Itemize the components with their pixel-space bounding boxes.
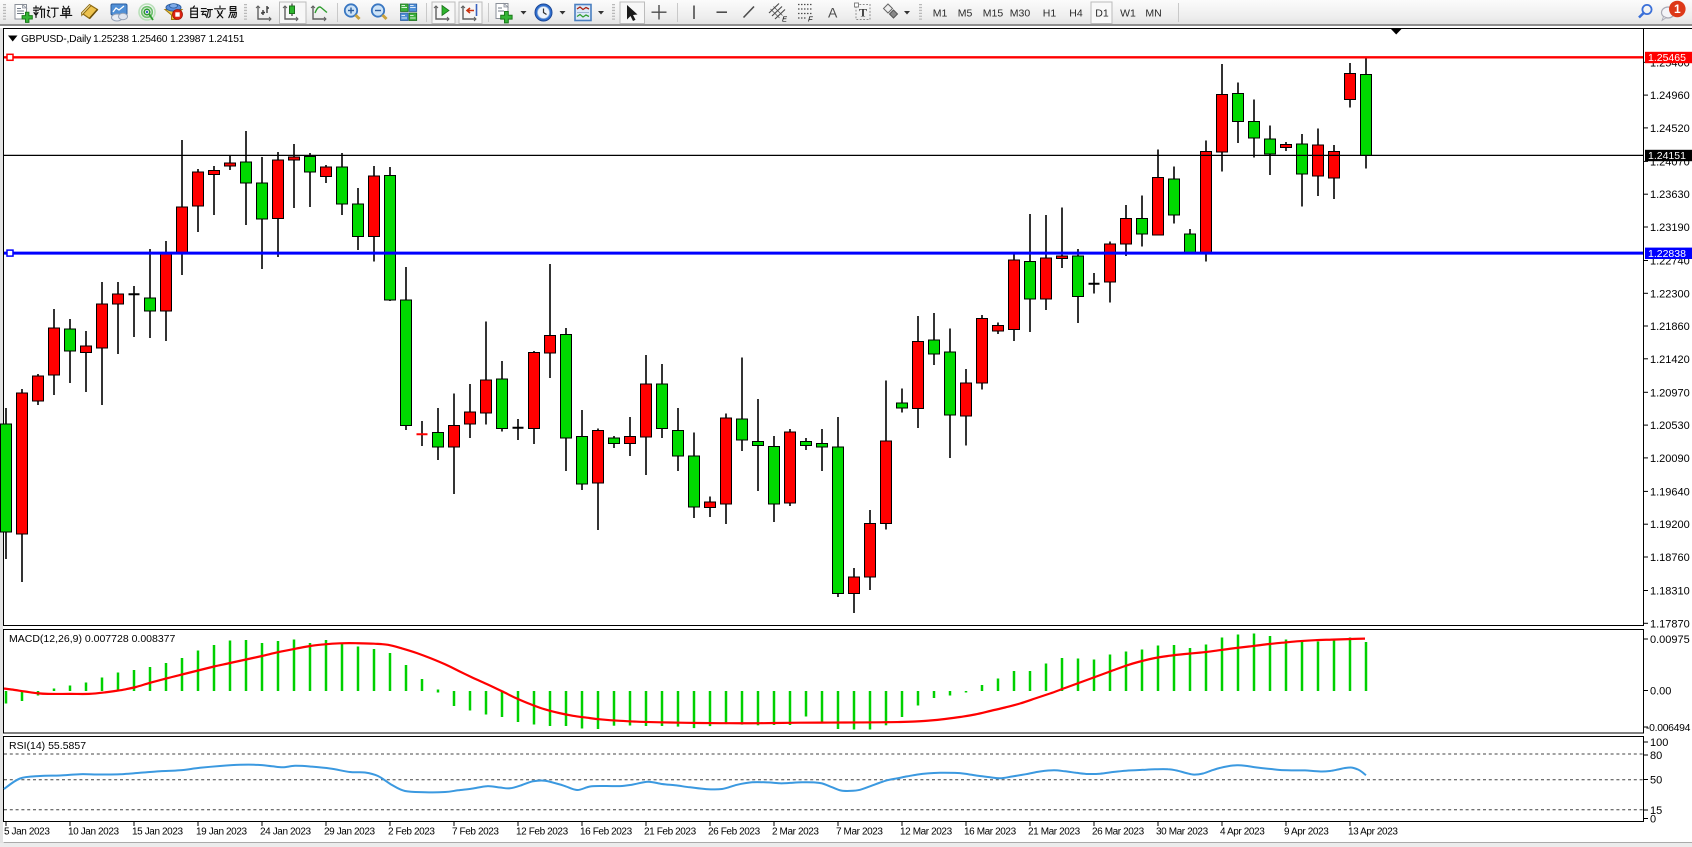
- svg-text:21 Feb 2023: 21 Feb 2023: [644, 827, 697, 838]
- svg-text:D1: D1: [1095, 8, 1109, 20]
- svg-text:1.17870: 1.17870: [1650, 618, 1690, 630]
- svg-text:26 Feb 2023: 26 Feb 2023: [708, 827, 761, 838]
- svg-text:W1: W1: [1120, 8, 1136, 20]
- svg-text:26 Mar 2023: 26 Mar 2023: [1092, 827, 1145, 838]
- svg-text:1.25465: 1.25465: [1648, 52, 1686, 64]
- svg-text:1.23630: 1.23630: [1650, 189, 1690, 201]
- svg-text:10 Jan 2023: 10 Jan 2023: [68, 827, 119, 838]
- svg-text:-0.006494: -0.006494: [1646, 723, 1691, 734]
- svg-text:12 Feb 2023: 12 Feb 2023: [516, 827, 569, 838]
- svg-text:0.00: 0.00: [1650, 686, 1671, 698]
- svg-text:1.18310: 1.18310: [1650, 586, 1690, 598]
- svg-text:A: A: [828, 5, 838, 21]
- svg-text:E: E: [782, 15, 788, 24]
- svg-text:13 Apr 2023: 13 Apr 2023: [1348, 827, 1398, 838]
- svg-text:1.20530: 1.20530: [1650, 420, 1690, 432]
- svg-text:RSI(14) 55.5857: RSI(14) 55.5857: [9, 740, 86, 752]
- svg-text:0.00975: 0.00975: [1650, 634, 1690, 646]
- svg-text:H1: H1: [1043, 8, 1057, 20]
- svg-text:1.21420: 1.21420: [1650, 354, 1690, 366]
- svg-text:1.24151: 1.24151: [1648, 150, 1686, 162]
- svg-text:30 Mar 2023: 30 Mar 2023: [1156, 827, 1209, 838]
- svg-text:MN: MN: [1145, 8, 1161, 20]
- svg-text:0: 0: [1650, 814, 1656, 826]
- svg-text:2 Mar 2023: 2 Mar 2023: [772, 827, 819, 838]
- svg-text:7 Mar 2023: 7 Mar 2023: [836, 827, 883, 838]
- svg-text:16 Mar 2023: 16 Mar 2023: [964, 827, 1017, 838]
- svg-text:7 Feb 2023: 7 Feb 2023: [452, 827, 499, 838]
- svg-text:GBPUSD-,Daily: GBPUSD-,Daily: [21, 34, 92, 45]
- svg-text:M30: M30: [1010, 8, 1031, 20]
- svg-text:50: 50: [1650, 775, 1662, 787]
- svg-text:H4: H4: [1069, 8, 1083, 20]
- svg-text:24 Jan 2023: 24 Jan 2023: [260, 827, 311, 838]
- svg-text:M1: M1: [933, 8, 948, 20]
- svg-text:100: 100: [1650, 737, 1668, 749]
- svg-text:T: T: [859, 6, 867, 20]
- svg-text:15 Jan 2023: 15 Jan 2023: [132, 827, 183, 838]
- svg-text:9 Apr 2023: 9 Apr 2023: [1284, 827, 1329, 838]
- svg-text:MACD(12,26,9) 0.007728 0.00837: MACD(12,26,9) 0.007728 0.008377: [9, 633, 176, 645]
- svg-text:M15: M15: [983, 8, 1004, 20]
- svg-text:29 Jan 2023: 29 Jan 2023: [324, 827, 375, 838]
- svg-text:1.19640: 1.19640: [1650, 486, 1690, 498]
- svg-text:F: F: [808, 15, 813, 24]
- svg-text:2 Feb 2023: 2 Feb 2023: [388, 827, 435, 838]
- svg-text:1.23190: 1.23190: [1650, 222, 1690, 234]
- svg-text:1.20090: 1.20090: [1650, 453, 1690, 465]
- svg-text:1.20970: 1.20970: [1650, 387, 1690, 399]
- svg-text:21 Mar 2023: 21 Mar 2023: [1028, 827, 1081, 838]
- svg-text:1.22300: 1.22300: [1650, 288, 1690, 300]
- svg-text:5 Jan 2023: 5 Jan 2023: [4, 827, 50, 838]
- svg-text:15: 15: [1650, 805, 1662, 817]
- svg-text:1: 1: [1674, 2, 1681, 16]
- svg-text:1.24520: 1.24520: [1650, 123, 1690, 135]
- svg-text:1.21860: 1.21860: [1650, 321, 1690, 333]
- svg-text:16 Feb 2023: 16 Feb 2023: [580, 827, 633, 838]
- svg-text:1.24960: 1.24960: [1650, 90, 1690, 102]
- svg-text:1.19200: 1.19200: [1650, 519, 1690, 531]
- svg-text:1.22838: 1.22838: [1648, 248, 1686, 260]
- svg-text:M5: M5: [958, 8, 973, 20]
- svg-text:1.18760: 1.18760: [1650, 552, 1690, 564]
- svg-text:12 Mar 2023: 12 Mar 2023: [900, 827, 953, 838]
- svg-text:4 Apr 2023: 4 Apr 2023: [1220, 827, 1265, 838]
- svg-text:19 Jan 2023: 19 Jan 2023: [196, 827, 247, 838]
- svg-text:80: 80: [1650, 750, 1662, 762]
- svg-text:1.25238 1.25460 1.23987 1.2415: 1.25238 1.25460 1.23987 1.24151: [93, 34, 245, 45]
